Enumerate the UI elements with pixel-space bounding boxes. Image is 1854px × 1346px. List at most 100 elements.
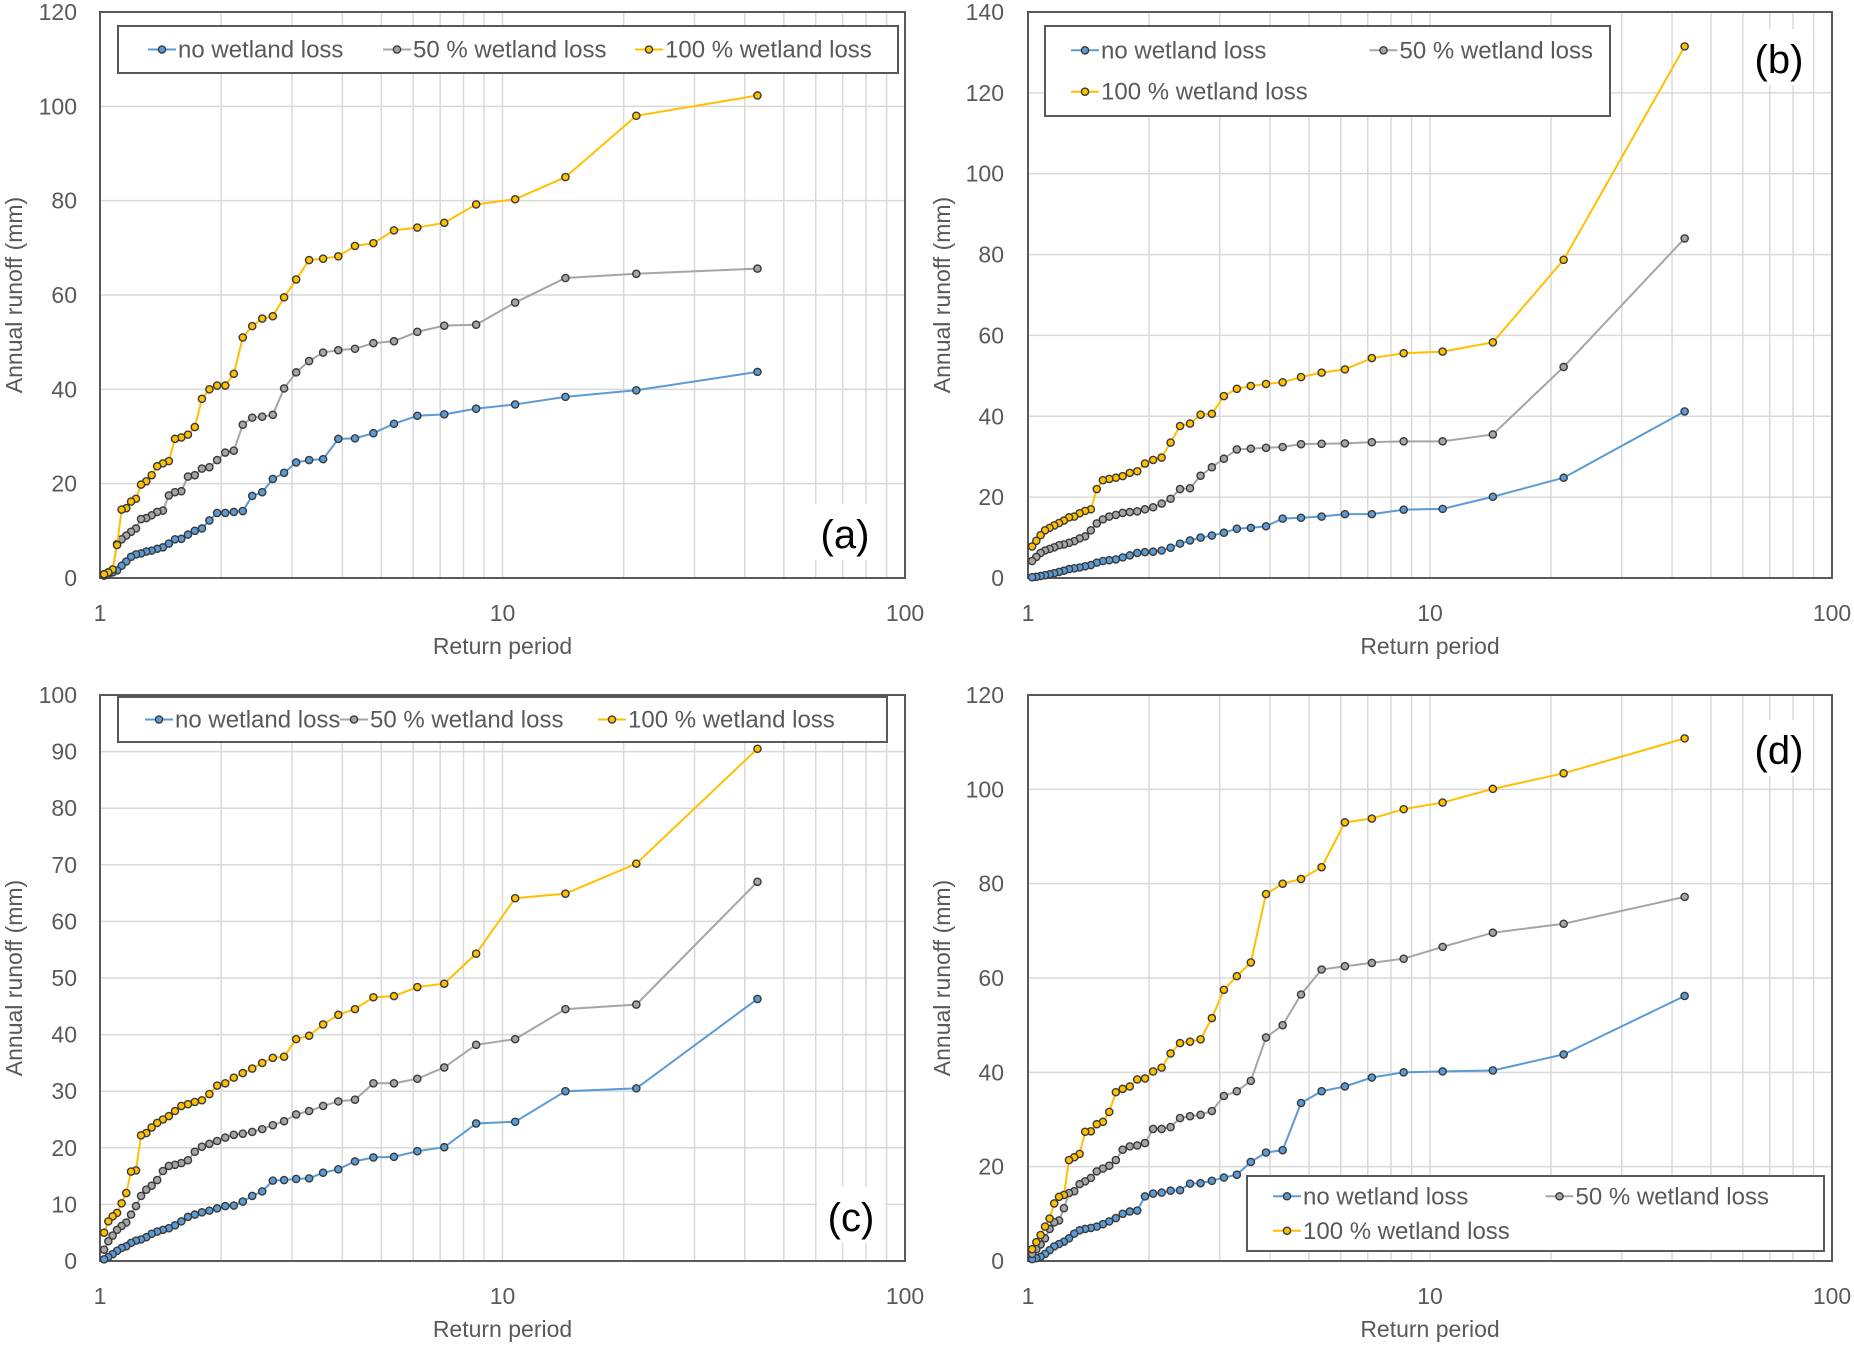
data-point-no xyxy=(183,1212,193,1222)
data-point-full xyxy=(304,255,314,265)
data-point-fifty xyxy=(205,1139,214,1149)
data-point-full xyxy=(229,1073,239,1082)
data-point-no xyxy=(1680,407,1689,416)
x-tick-label: 100 xyxy=(886,1283,924,1309)
data-point-fifty xyxy=(247,1127,257,1137)
data-point-no xyxy=(1296,513,1306,523)
data-point-fifty xyxy=(1207,462,1217,472)
y-tick-label: 0 xyxy=(64,565,77,591)
legend-marker-full xyxy=(1080,87,1090,96)
data-point-full xyxy=(1148,1067,1158,1076)
data-point-no xyxy=(1207,1176,1217,1186)
data-point-fifty xyxy=(131,1201,141,1211)
y-tick-label: 40 xyxy=(978,403,1004,429)
data-point-full xyxy=(1246,381,1256,391)
data-point-fifty xyxy=(136,1191,146,1201)
data-point-full xyxy=(1219,985,1229,995)
data-point-no xyxy=(1367,1073,1377,1082)
data-point-fifty xyxy=(291,1110,301,1119)
data-point-full xyxy=(632,859,641,868)
data-point-fifty xyxy=(1166,1122,1175,1132)
series-line-full xyxy=(103,94,758,576)
data-point-full xyxy=(1185,419,1195,428)
data-point-fifty xyxy=(1111,1155,1121,1165)
y-tick-label: 20 xyxy=(51,1135,77,1161)
data-point-no xyxy=(334,1165,343,1174)
data-point-full xyxy=(1196,410,1205,419)
data-point-fifty xyxy=(212,1136,222,1146)
panel-label: (c) xyxy=(828,1196,875,1240)
data-point-full xyxy=(1054,1192,1064,1202)
data-point-no xyxy=(1185,1179,1195,1188)
data-point-full xyxy=(1680,734,1689,743)
data-point-no xyxy=(1438,504,1447,514)
data-point-full xyxy=(1296,372,1306,382)
data-point-no xyxy=(279,1175,289,1185)
data-point-full xyxy=(1367,353,1377,363)
data-point-full xyxy=(318,254,328,263)
panel-label-background xyxy=(817,1187,885,1243)
data-point-full xyxy=(147,470,156,480)
y-tick-label: 80 xyxy=(978,871,1004,897)
data-point-no xyxy=(1278,514,1287,523)
data-point-full xyxy=(1559,768,1568,778)
y-tick-label: 40 xyxy=(51,1022,77,1048)
legend-marker-fifty xyxy=(349,715,359,724)
data-point-fifty xyxy=(238,420,248,430)
data-point-fifty xyxy=(1340,961,1350,971)
y-tick-label: 100 xyxy=(39,93,77,119)
data-point-fifty xyxy=(1261,443,1271,453)
data-point-fifty xyxy=(561,273,570,283)
x-axis-label: Return period xyxy=(433,1316,572,1342)
data-point-full xyxy=(1157,1063,1166,1072)
legend-box xyxy=(1044,25,1611,117)
data-point-no xyxy=(1246,1157,1256,1167)
data-point-no xyxy=(1196,1178,1205,1188)
data-point-no xyxy=(1367,509,1377,519)
data-point-no xyxy=(753,367,762,377)
data-point-full xyxy=(220,1078,230,1088)
data-point-no xyxy=(291,458,301,467)
data-point-no xyxy=(205,1206,214,1215)
legend-marker-full xyxy=(607,715,617,724)
data-point-full xyxy=(471,949,481,958)
x-tick-label: 100 xyxy=(1813,1283,1851,1309)
data-point-no xyxy=(304,455,314,465)
data-point-full xyxy=(1196,1035,1205,1044)
data-point-no xyxy=(753,994,762,1004)
data-point-fifty xyxy=(1559,919,1568,929)
plot-area-border xyxy=(99,11,906,579)
data-point-no xyxy=(369,428,378,438)
data-point-full xyxy=(117,505,126,514)
data-point-full xyxy=(126,1167,136,1176)
data-point-fifty xyxy=(220,1133,230,1142)
data-point-fifty xyxy=(1140,1138,1150,1148)
data-point-fifty xyxy=(1140,504,1150,514)
legend-marker-fifty xyxy=(392,45,402,54)
data-point-no xyxy=(304,1174,314,1183)
data-point-full xyxy=(1049,1199,1059,1208)
data-point-full xyxy=(205,385,214,394)
data-point-no xyxy=(1132,548,1142,558)
y-axis-label: Annual runoff (mm) xyxy=(929,197,955,393)
x-tick-label: 1 xyxy=(94,600,107,626)
data-point-fifty xyxy=(1185,483,1195,493)
legend-entry: 100 % wetland loss xyxy=(628,707,835,734)
legend-marker-full xyxy=(1282,1226,1292,1236)
x-tick-label: 10 xyxy=(490,1283,516,1309)
panel-label-background xyxy=(1745,720,1813,776)
data-point-fifty xyxy=(389,336,399,346)
data-point-full xyxy=(147,1123,156,1132)
data-point-no xyxy=(334,434,343,444)
legend-marker-no xyxy=(154,715,164,724)
data-point-fifty xyxy=(1559,362,1568,372)
data-point-no xyxy=(1261,1148,1271,1157)
data-point-full xyxy=(1317,368,1326,377)
plot-area-border xyxy=(1027,11,1833,579)
legend-entry: 50 % wetland loss xyxy=(370,707,563,734)
data-point-no xyxy=(439,1142,449,1152)
y-tick-label: 60 xyxy=(51,908,77,934)
data-point-fifty xyxy=(1232,1086,1242,1096)
data-point-full xyxy=(1140,1074,1150,1083)
plot-area-border xyxy=(1027,694,1833,1262)
